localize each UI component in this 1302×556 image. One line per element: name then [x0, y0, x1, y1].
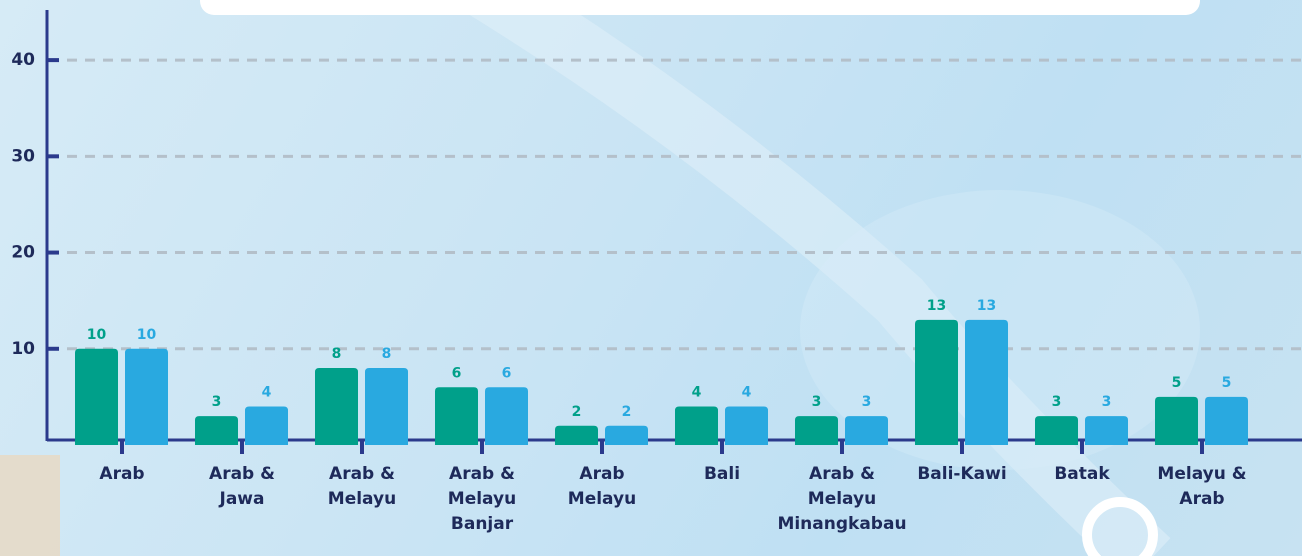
decoration [1082, 497, 1158, 556]
header-box [200, 0, 1200, 15]
data-label: 6 [502, 365, 512, 381]
data-label: 4 [262, 385, 272, 401]
x-tick-label: Arab Melayu [567, 464, 637, 509]
bar [1205, 396, 1248, 445]
data-label: 3 [212, 394, 222, 410]
bar [555, 425, 598, 445]
bar [795, 416, 838, 445]
data-label: 8 [332, 346, 342, 362]
data-label: 5 [1172, 375, 1182, 391]
data-label: 13 [927, 298, 946, 314]
y-tick-label: 30 [11, 146, 35, 166]
x-tick-label: Arab & Melayu Minangkabau [777, 464, 907, 534]
data-label: 2 [572, 404, 582, 420]
y-tick-label: 40 [11, 50, 35, 70]
bar [365, 368, 408, 445]
x-tick-label: Arab & Melayu [327, 464, 397, 509]
bar [965, 319, 1008, 445]
bar [1155, 396, 1198, 445]
data-label: 10 [137, 327, 157, 343]
data-label: 2 [622, 404, 632, 420]
data-label: 5 [1222, 375, 1232, 391]
bar [195, 416, 238, 445]
decoration [0, 455, 60, 556]
data-label: 6 [452, 365, 462, 381]
x-tick-label: Arab [99, 464, 145, 484]
y-tick-label: 20 [11, 243, 35, 263]
x-tick-label: Arab & Jawa [209, 464, 275, 509]
data-label: 3 [812, 394, 822, 410]
x-tick-label: Batak [1054, 464, 1110, 484]
decoration [454, 0, 1171, 556]
bar [915, 319, 958, 445]
data-label: 4 [692, 385, 702, 401]
bar [605, 425, 648, 445]
data-label: 3 [1052, 394, 1062, 410]
bar [845, 416, 888, 445]
data-label: 8 [382, 346, 392, 362]
x-tick-label: Bali [703, 464, 741, 484]
y-tick-label: 10 [11, 339, 35, 359]
bar [315, 368, 358, 445]
x-tick-label: Melayu & Arab [1157, 464, 1247, 509]
data-label: 13 [977, 298, 996, 314]
bar [435, 387, 478, 445]
data-label: 10 [87, 327, 107, 343]
data-label: 3 [1102, 394, 1112, 410]
bar [245, 406, 288, 445]
bar [1085, 416, 1128, 445]
bar [125, 348, 168, 445]
x-tick-label: Bali-Kawi [917, 464, 1007, 484]
bar [485, 387, 528, 445]
x-tick-label: Arab & Melayu Banjar [447, 464, 517, 534]
bar [75, 348, 118, 445]
bar [725, 406, 768, 445]
bar [1035, 416, 1078, 445]
data-label: 4 [742, 385, 752, 401]
bar [675, 406, 718, 445]
data-label: 3 [862, 394, 872, 410]
